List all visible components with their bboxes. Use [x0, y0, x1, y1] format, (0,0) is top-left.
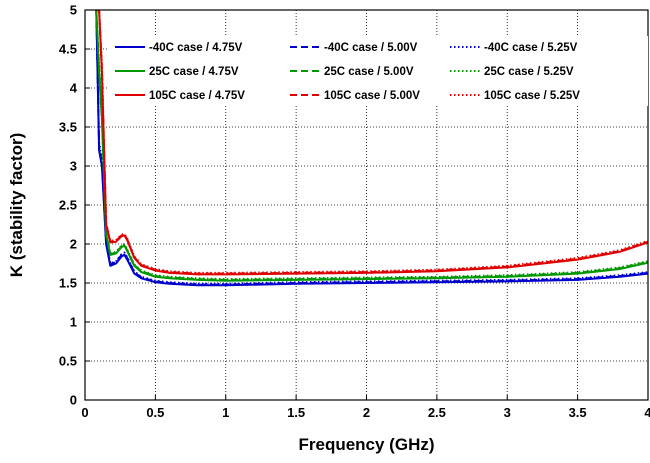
x-tick-label: 3.5 — [569, 405, 587, 420]
x-tick-label: 2 — [363, 405, 370, 420]
legend-background — [108, 36, 648, 106]
legend-label: 25C case / 5.00V — [324, 66, 414, 78]
legend-label: -40C case / 4.75V — [149, 42, 243, 54]
series-line — [95, 10, 648, 286]
y-tick-label: 2.5 — [59, 198, 77, 213]
legend-label: 105C case / 5.00V — [324, 90, 420, 102]
y-tick-label: 2 — [70, 237, 77, 252]
x-tick-label: 2.5 — [428, 405, 446, 420]
x-tick-label: 0 — [81, 405, 88, 420]
legend-label: -40C case / 5.25V — [484, 42, 578, 54]
x-tick-label: 1 — [222, 405, 229, 420]
x-tick-label: 4 — [644, 405, 650, 420]
series-line — [96, 10, 648, 275]
y-tick-label: 1 — [70, 315, 77, 330]
legend-label: 105C case / 4.75V — [149, 90, 245, 102]
y-tick-label: 0 — [70, 393, 77, 408]
legend-label: -40C case / 5.00V — [324, 42, 418, 54]
y-tick-label: 4 — [70, 81, 78, 96]
y-tick-label: 5 — [70, 3, 77, 18]
y-tick-label: 3.5 — [59, 120, 77, 135]
y-tick-label: 0.5 — [59, 354, 77, 369]
series-line — [95, 10, 648, 281]
series-line — [96, 10, 648, 274]
y-tick-label: 4.5 — [59, 42, 77, 57]
y-axis-title: K (stability factor) — [7, 133, 26, 278]
x-axis-title: Frequency (GHz) — [298, 435, 434, 454]
legend-label: 25C case / 5.25V — [484, 66, 574, 78]
x-tick-label: 0.5 — [146, 405, 164, 420]
x-tick-label: 3 — [504, 405, 511, 420]
legend: -40C case / 4.75V -40C case / 5.00V -40C c… — [108, 36, 648, 106]
legend-label: 105C case / 5.25V — [484, 90, 580, 102]
y-tick-label: 3 — [70, 159, 77, 174]
y-tick-label: 1.5 — [59, 276, 77, 291]
legend-label: 25C case / 4.75V — [149, 66, 239, 78]
axis-ticks: 0 0.5 1 1.5 2 2.5 3 3.5 4 0 0.5 1 1.5 2 2.5 3 3.5 4 4.5 5 — [59, 3, 650, 421]
x-tick-label: 1.5 — [287, 405, 305, 420]
plot-series — [95, 10, 648, 287]
